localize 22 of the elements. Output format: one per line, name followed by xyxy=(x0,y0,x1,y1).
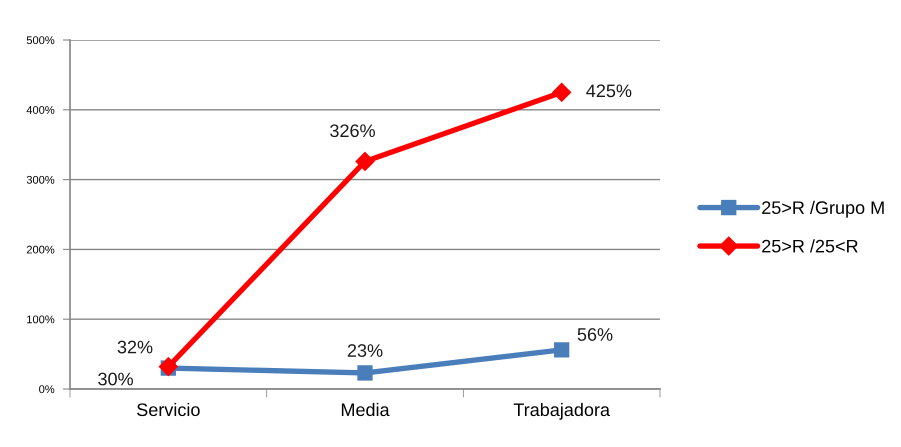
y-tick-label: 100% xyxy=(27,315,54,324)
point xyxy=(158,357,178,376)
y-tick-label: 200% xyxy=(26,246,54,254)
data-label: 326% xyxy=(330,124,375,138)
point xyxy=(552,82,572,102)
legend-label: 25>R /25<R xyxy=(762,239,858,253)
x-tick-label: Trabajadora xyxy=(514,402,610,420)
y-tick-label: 300% xyxy=(26,176,54,184)
data-label: 32% xyxy=(118,340,152,354)
legend-label: 25>R /Grupo M xyxy=(762,200,884,218)
point xyxy=(355,152,375,171)
data-label: 30% xyxy=(98,372,133,386)
y-tick-label: 400% xyxy=(26,106,54,114)
x-tick-label: Servicio xyxy=(137,402,200,416)
point xyxy=(357,365,373,381)
y-tick-label: 0% xyxy=(39,385,54,394)
point xyxy=(554,342,570,358)
data-label: 56% xyxy=(578,328,612,341)
y-tick-label: 500% xyxy=(26,36,54,44)
data-label: 425% xyxy=(586,84,632,98)
x-tick-label: Media xyxy=(342,402,390,416)
data-label: 23% xyxy=(348,344,382,357)
